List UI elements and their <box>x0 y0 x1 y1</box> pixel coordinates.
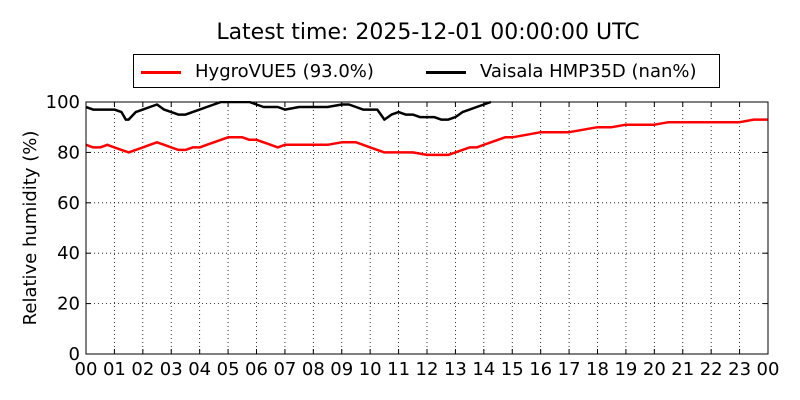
x-tick-label: 06 <box>245 359 268 380</box>
x-tick-label: 22 <box>700 359 723 380</box>
legend-swatch-vaisala <box>426 70 466 74</box>
x-tick-label: 00 <box>757 359 780 380</box>
x-tick-label: 19 <box>614 359 637 380</box>
x-tick-label: 04 <box>188 359 211 380</box>
chart-legend: HygroVUE5 (93.0%) Vaisala HMP35D (nan%) <box>133 54 720 88</box>
legend-item-vaisala: Vaisala HMP35D (nan%) <box>426 60 697 84</box>
x-tick-label: 14 <box>472 359 495 380</box>
x-tick-label: 21 <box>671 359 694 380</box>
y-axis-label-group: Relative humidity (%) <box>20 131 41 326</box>
y-tick-label: 100 <box>46 92 80 113</box>
y-tick-label: 20 <box>57 294 80 315</box>
x-tick-label: 12 <box>416 359 439 380</box>
x-tick-label: 01 <box>103 359 126 380</box>
chart-title: Latest time: 2025-12-01 00:00:00 UTC <box>216 20 640 45</box>
legend-swatch-hygrovue5 <box>141 70 181 74</box>
series-line-hygrovue5 <box>86 118 768 157</box>
y-tick-label: 60 <box>57 193 80 214</box>
grid-lines <box>86 102 768 354</box>
y-tick-label: 0 <box>69 344 80 365</box>
x-tick-label: 13 <box>444 359 467 380</box>
legend-item-hygrovue5: HygroVUE5 (93.0%) <box>141 60 374 84</box>
plot-frame <box>85 101 769 355</box>
x-tick-label: 07 <box>273 359 296 380</box>
x-tick-label: 16 <box>529 359 552 380</box>
x-tick-label: 05 <box>217 359 240 380</box>
x-tick-label: 23 <box>728 359 751 380</box>
x-tick-label: 18 <box>586 359 609 380</box>
x-tick-label: 15 <box>501 359 524 380</box>
y-tick-label: 80 <box>57 142 80 163</box>
tick-marks <box>85 101 769 355</box>
x-tick-label: 08 <box>302 359 325 380</box>
y-axis-label: Relative humidity (%) <box>20 131 41 326</box>
x-tick-label: 02 <box>131 359 154 380</box>
legend-label-vaisala: Vaisala HMP35D (nan%) <box>480 61 697 82</box>
x-tick-label: 20 <box>643 359 666 380</box>
series-line-vaisala <box>86 101 492 121</box>
legend-label-hygrovue5: HygroVUE5 (93.0%) <box>195 61 374 82</box>
x-tick-label: 11 <box>387 359 410 380</box>
y-tick-label: 40 <box>57 243 80 264</box>
x-tick-label: 17 <box>558 359 581 380</box>
x-tick-label: 09 <box>330 359 353 380</box>
x-tick-label: 03 <box>160 359 183 380</box>
series-layer <box>86 101 768 157</box>
x-tick-label: 00 <box>75 359 98 380</box>
x-tick-label: 10 <box>359 359 382 380</box>
